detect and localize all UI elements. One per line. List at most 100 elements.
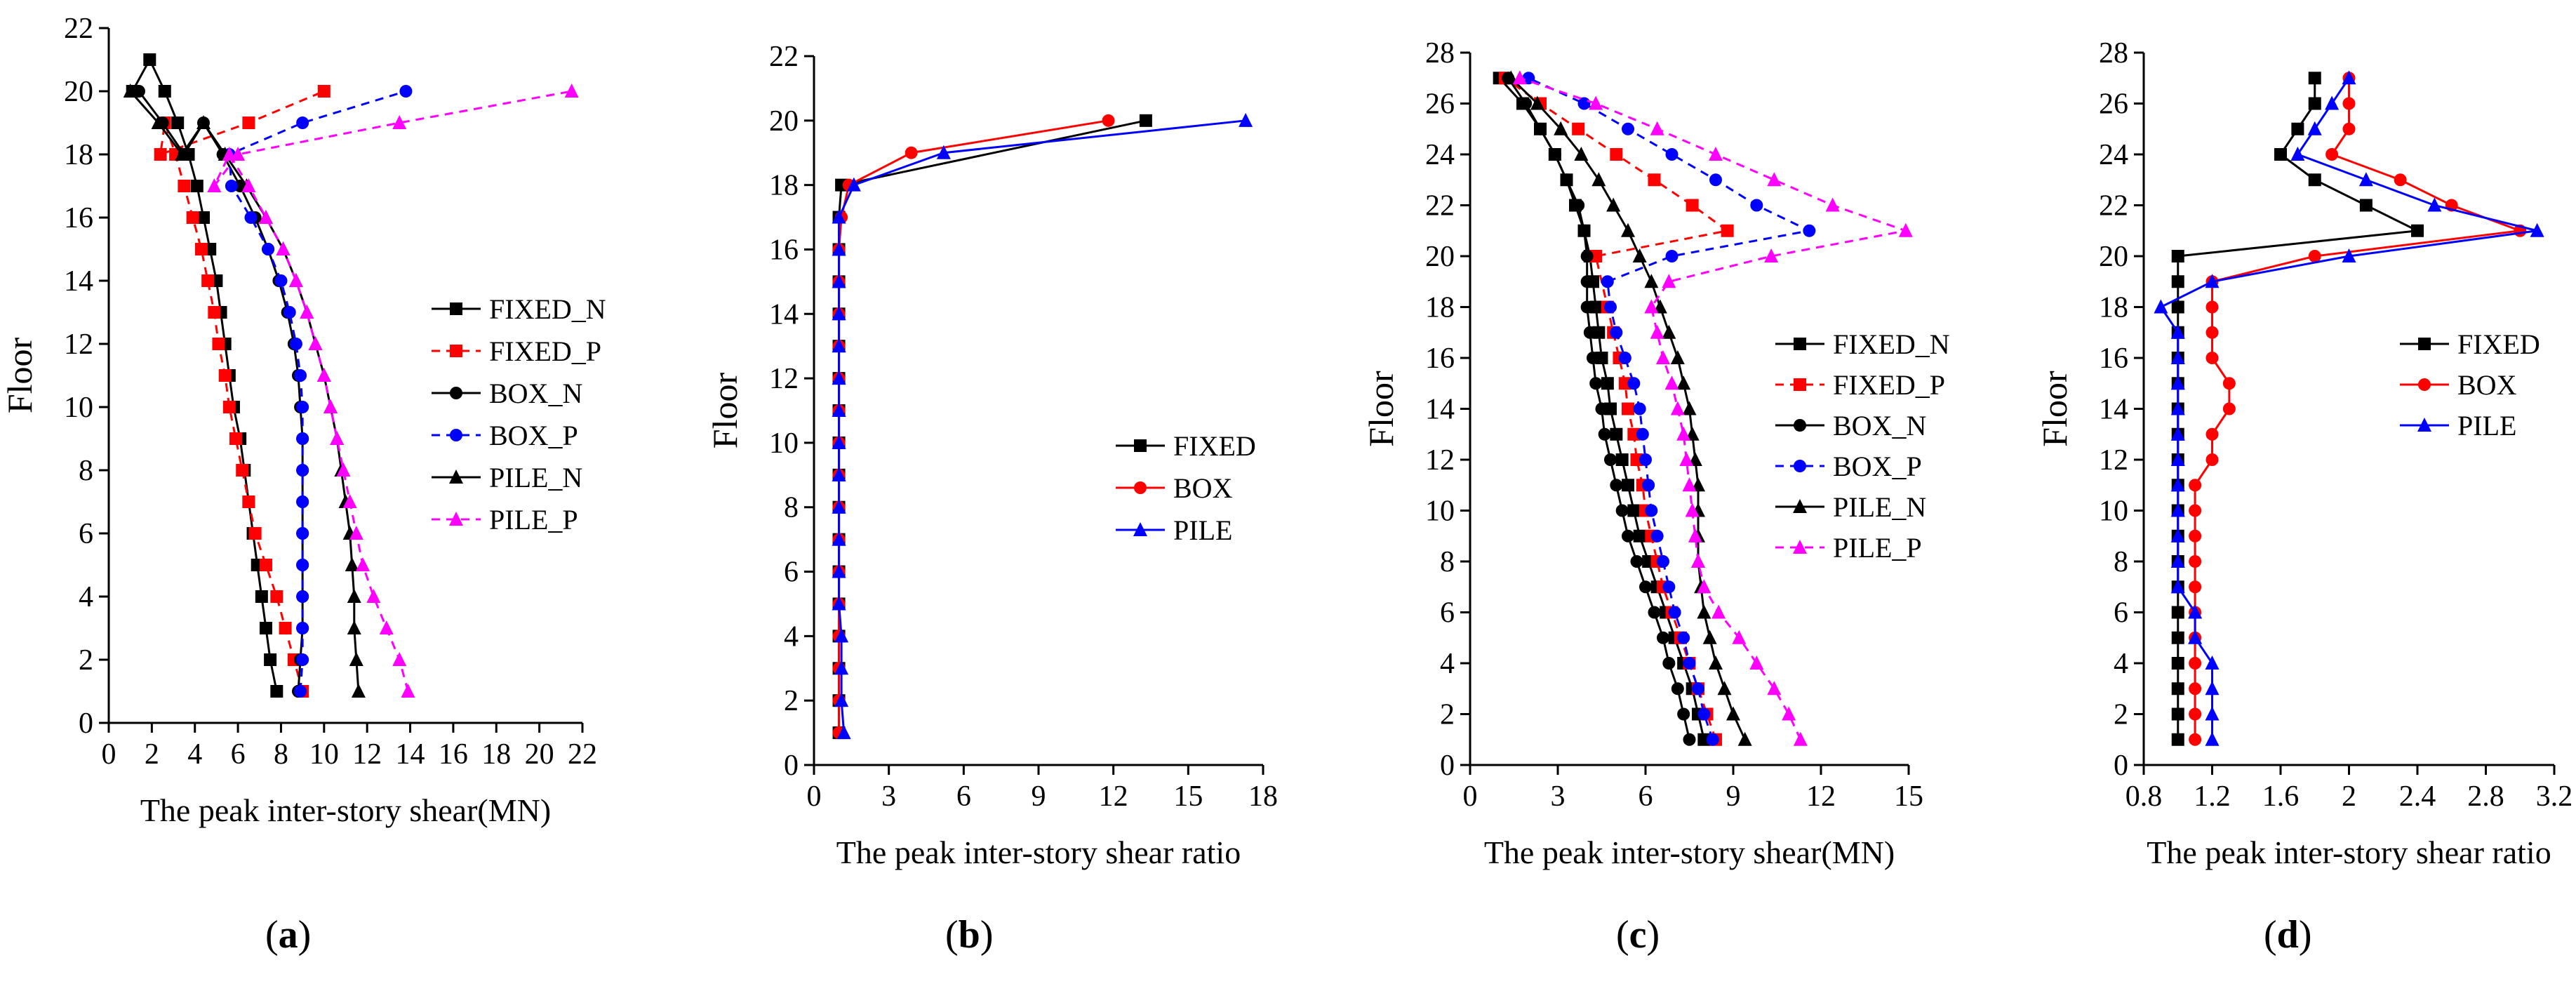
y-tick-label: 22 [2099, 190, 2128, 222]
data-point [270, 590, 283, 603]
data-point [347, 620, 361, 634]
y-axis-label: Floor [705, 372, 745, 448]
data-point [294, 369, 307, 382]
data-point [1662, 580, 1676, 594]
x-tick-label: 16 [439, 738, 468, 771]
x-tick-label: 6 [1639, 780, 1653, 813]
chart-panel-2: 0 3 6 9 12 15 18 0 2 4 6 8 10 12 14 16 18 20 22 The peak in… [705, 41, 1278, 870]
data-point [2171, 606, 2184, 619]
legend-item: FIXED_N [1775, 328, 1950, 360]
data-point [832, 306, 846, 321]
legend-item: PILE_P [432, 504, 578, 535]
data-point [2171, 707, 2184, 721]
data-point [1589, 95, 1603, 110]
data-point [1534, 122, 1547, 135]
legend-item: PILE_P [1775, 532, 1922, 564]
data-point [1645, 504, 1658, 517]
y-axis-label: Floor [2035, 371, 2074, 447]
legend-label: FIXED_P [1833, 369, 1945, 401]
data-point [832, 274, 846, 288]
y-tick-label: 4 [79, 581, 93, 613]
series-fixed [2171, 72, 2424, 746]
data-point [1670, 401, 1685, 415]
data-point [2205, 706, 2220, 721]
data-point [279, 622, 292, 634]
data-point [2308, 72, 2321, 85]
data-point [2411, 224, 2424, 237]
data-point [936, 145, 951, 159]
data-point [308, 336, 323, 350]
data-point [2188, 630, 2203, 644]
data-point [296, 590, 309, 603]
data-point [2359, 199, 2373, 212]
data-point [2205, 326, 2219, 339]
data-point [834, 693, 849, 707]
x-tick-label: 3.2 [2536, 780, 2573, 813]
series-line [129, 91, 360, 692]
y-tick-label: 4 [784, 620, 799, 653]
data-point [1676, 426, 1691, 441]
series-box-p [222, 85, 413, 698]
series-box [2189, 72, 2527, 746]
data-point [832, 403, 846, 417]
data-point [832, 564, 846, 578]
legend-item: BOX_P [1775, 451, 1922, 482]
y-tick-label: 20 [64, 76, 93, 108]
data-point [1686, 199, 1699, 212]
data-point [1627, 377, 1641, 390]
legend-label: BOX_N [1833, 410, 1926, 441]
data-point [1622, 122, 1634, 135]
y-tick-label: 14 [2099, 394, 2128, 426]
panel-label-a: (a) [265, 913, 312, 957]
data-point [1548, 148, 1561, 161]
data-point [1102, 114, 1115, 127]
series-fixed [832, 114, 1152, 740]
x-tick-label: 9 [1726, 780, 1741, 813]
data-point [905, 146, 918, 159]
data-point [264, 653, 277, 666]
y-tick-label: 26 [1425, 88, 1455, 121]
data-point [1583, 326, 1596, 339]
series-pile [2154, 70, 2544, 746]
legend-label: FIXED [1173, 430, 1256, 462]
legend-item: FIXED_P [432, 335, 601, 367]
series-line [159, 90, 325, 692]
data-point [1665, 250, 1679, 262]
y-tick-label: 0 [1440, 750, 1455, 782]
data-point [2342, 122, 2356, 135]
data-point [258, 210, 273, 224]
data-point [1717, 681, 1732, 696]
y-tick-label: 12 [1425, 444, 1455, 477]
data-point [349, 526, 363, 540]
data-point [276, 241, 291, 255]
data-point [1706, 733, 1719, 746]
data-point [392, 652, 407, 666]
data-point [1682, 477, 1697, 492]
y-tick-label: 20 [2099, 241, 2128, 273]
data-point [259, 559, 272, 571]
data-point [1604, 300, 1617, 314]
data-point [351, 684, 366, 698]
data-point [283, 306, 296, 319]
legend-marker [449, 470, 463, 484]
series-fixed-p [154, 85, 331, 698]
data-point [2189, 479, 2202, 492]
x-tick-label: 10 [309, 738, 339, 771]
data-point [1803, 224, 1816, 237]
legend-item: FIXED_N [432, 293, 606, 325]
data-point [1139, 114, 1152, 127]
y-tick-label: 28 [2099, 37, 2128, 69]
data-point [2342, 97, 2356, 110]
legend-item: PILE [2400, 410, 2516, 441]
data-point [248, 527, 262, 540]
data-point [1671, 682, 1684, 696]
data-point [1656, 350, 1670, 364]
series-pile [832, 112, 1253, 740]
y-tick-label: 12 [769, 363, 799, 395]
y-tick-label: 18 [769, 170, 799, 202]
data-point [1662, 274, 1676, 288]
data-point [1639, 453, 1652, 466]
data-point [2171, 682, 2184, 696]
legend-label: PILE [1173, 514, 1232, 546]
